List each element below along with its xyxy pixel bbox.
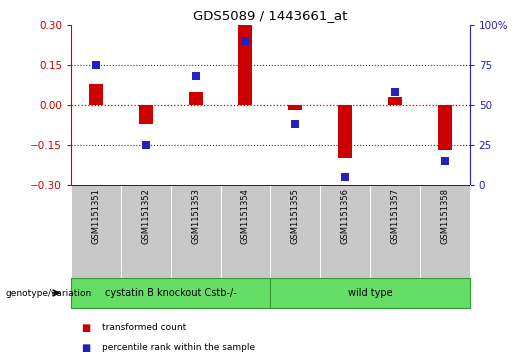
Point bbox=[291, 121, 299, 127]
Point bbox=[391, 89, 399, 95]
Bar bbox=[170, 185, 220, 278]
Point bbox=[341, 174, 349, 180]
Text: ■: ■ bbox=[81, 343, 91, 353]
Bar bbox=[320, 185, 370, 278]
Bar bbox=[220, 185, 270, 278]
Bar bbox=[139, 105, 153, 124]
Text: GSM1151353: GSM1151353 bbox=[191, 188, 200, 244]
Text: wild type: wild type bbox=[348, 288, 392, 298]
Point bbox=[242, 38, 250, 44]
Title: GDS5089 / 1443661_at: GDS5089 / 1443661_at bbox=[193, 9, 348, 23]
Bar bbox=[71, 185, 121, 278]
Text: percentile rank within the sample: percentile rank within the sample bbox=[102, 343, 255, 352]
Bar bbox=[288, 105, 302, 110]
Bar bbox=[438, 105, 452, 150]
Bar bbox=[388, 97, 402, 105]
Point bbox=[92, 62, 100, 68]
Text: GSM1151358: GSM1151358 bbox=[440, 188, 449, 244]
Bar bbox=[370, 185, 420, 278]
Text: genotype/variation: genotype/variation bbox=[5, 289, 91, 298]
Text: GSM1151351: GSM1151351 bbox=[92, 188, 100, 244]
Text: GSM1151352: GSM1151352 bbox=[141, 188, 150, 244]
Bar bbox=[238, 25, 252, 105]
Text: cystatin B knockout Cstb-/-: cystatin B knockout Cstb-/- bbox=[105, 288, 236, 298]
Bar bbox=[121, 185, 171, 278]
Text: GSM1151354: GSM1151354 bbox=[241, 188, 250, 244]
Point bbox=[142, 142, 150, 148]
Bar bbox=[338, 105, 352, 158]
Text: GSM1151356: GSM1151356 bbox=[340, 188, 350, 244]
Text: ■: ■ bbox=[81, 323, 91, 333]
Point bbox=[441, 158, 449, 164]
Bar bbox=[420, 185, 470, 278]
Bar bbox=[188, 92, 202, 105]
Text: GSM1151355: GSM1151355 bbox=[291, 188, 300, 244]
Bar bbox=[270, 185, 320, 278]
Text: transformed count: transformed count bbox=[102, 323, 186, 333]
Bar bbox=[89, 83, 103, 105]
Text: GSM1151357: GSM1151357 bbox=[390, 188, 400, 244]
Bar bbox=[270, 278, 470, 308]
Point bbox=[192, 73, 200, 79]
Bar bbox=[71, 278, 270, 308]
